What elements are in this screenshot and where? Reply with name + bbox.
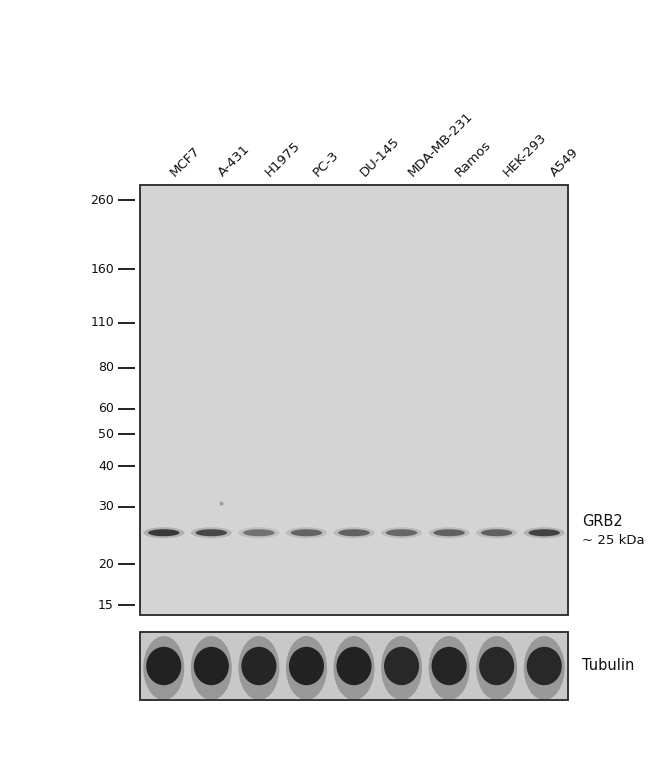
- Text: 110: 110: [90, 316, 114, 329]
- Ellipse shape: [434, 529, 465, 537]
- Ellipse shape: [289, 647, 324, 685]
- Ellipse shape: [381, 636, 422, 700]
- Ellipse shape: [191, 527, 232, 538]
- Ellipse shape: [524, 527, 565, 538]
- Ellipse shape: [194, 647, 229, 685]
- Ellipse shape: [239, 636, 280, 700]
- Ellipse shape: [381, 527, 422, 538]
- Ellipse shape: [338, 529, 370, 537]
- Ellipse shape: [528, 529, 560, 537]
- Ellipse shape: [481, 529, 512, 537]
- Text: A549: A549: [548, 145, 582, 179]
- Text: GRB2: GRB2: [582, 514, 623, 529]
- Ellipse shape: [196, 529, 227, 537]
- Bar: [140, 185, 568, 615]
- Ellipse shape: [286, 527, 327, 538]
- Ellipse shape: [384, 647, 419, 685]
- Ellipse shape: [428, 527, 469, 538]
- Ellipse shape: [243, 529, 274, 537]
- Text: MCF7: MCF7: [168, 144, 203, 179]
- Ellipse shape: [146, 647, 181, 685]
- Text: 50: 50: [98, 428, 114, 441]
- Bar: [140, 185, 568, 615]
- Text: 260: 260: [90, 194, 114, 207]
- Ellipse shape: [476, 527, 517, 538]
- Bar: [140, 632, 568, 700]
- Ellipse shape: [148, 529, 179, 537]
- Ellipse shape: [333, 636, 374, 700]
- Ellipse shape: [286, 636, 327, 700]
- Text: PC-3: PC-3: [311, 148, 341, 179]
- Ellipse shape: [241, 647, 276, 685]
- Text: HEK-293: HEK-293: [500, 131, 549, 179]
- Text: H1975: H1975: [263, 139, 303, 179]
- Ellipse shape: [526, 647, 562, 685]
- Text: 40: 40: [98, 460, 114, 473]
- Text: ~ 25 kDa: ~ 25 kDa: [582, 534, 645, 547]
- Text: Ramos: Ramos: [453, 138, 494, 179]
- Ellipse shape: [337, 647, 372, 685]
- Text: 15: 15: [98, 599, 114, 612]
- Ellipse shape: [191, 636, 232, 700]
- Ellipse shape: [428, 636, 469, 700]
- Text: A-431: A-431: [215, 142, 252, 179]
- Text: 160: 160: [90, 263, 114, 276]
- Bar: [140, 632, 568, 700]
- Ellipse shape: [143, 636, 184, 700]
- Ellipse shape: [479, 647, 514, 685]
- Ellipse shape: [333, 527, 374, 538]
- Text: Tubulin: Tubulin: [582, 658, 634, 673]
- Ellipse shape: [143, 527, 185, 538]
- Ellipse shape: [432, 647, 467, 685]
- Ellipse shape: [291, 529, 322, 537]
- Text: 60: 60: [98, 402, 114, 415]
- Text: 20: 20: [98, 558, 114, 571]
- Ellipse shape: [239, 527, 280, 538]
- Text: 30: 30: [98, 501, 114, 514]
- Ellipse shape: [386, 529, 417, 537]
- Text: MDA-MB-231: MDA-MB-231: [406, 110, 475, 179]
- Text: DU-145: DU-145: [358, 135, 402, 179]
- Text: 80: 80: [98, 361, 114, 374]
- Ellipse shape: [476, 636, 517, 700]
- Ellipse shape: [524, 636, 565, 700]
